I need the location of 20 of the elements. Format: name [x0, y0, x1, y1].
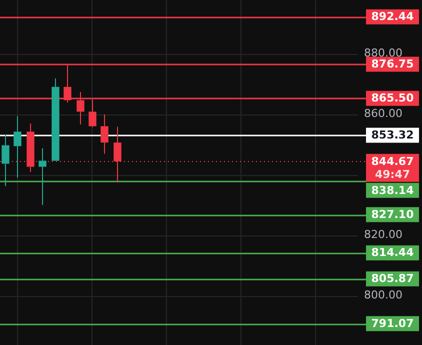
- ref-line-label: 827.10: [371, 208, 414, 221]
- ref-line-label: 865.50: [371, 92, 414, 105]
- ref-line-label: 791.07: [371, 316, 414, 330]
- candlestick: [100, 114, 108, 154]
- candlestick: [38, 148, 46, 206]
- ref-line-label: 876.75: [371, 58, 414, 71]
- candlestick: [14, 116, 22, 178]
- candlestick: [52, 78, 60, 161]
- ref-line-label: 805.87: [371, 272, 414, 286]
- y-tick-label: 880.00: [364, 46, 402, 60]
- y-tick-label: 800.00: [364, 288, 402, 302]
- y-tick-label: 820.00: [364, 228, 402, 242]
- ref-line-label: 892.44: [371, 10, 414, 24]
- ref-line-label: 844.67: [371, 154, 414, 168]
- y-tick-label: 860.00: [364, 107, 402, 120]
- ref-line-label: 838.14: [371, 184, 414, 197]
- candlestick: [2, 134, 10, 187]
- ref-line-label: 853.32: [371, 128, 414, 142]
- text: 49:47: [374, 168, 410, 181]
- ref-line-label: 814.44: [371, 246, 414, 260]
